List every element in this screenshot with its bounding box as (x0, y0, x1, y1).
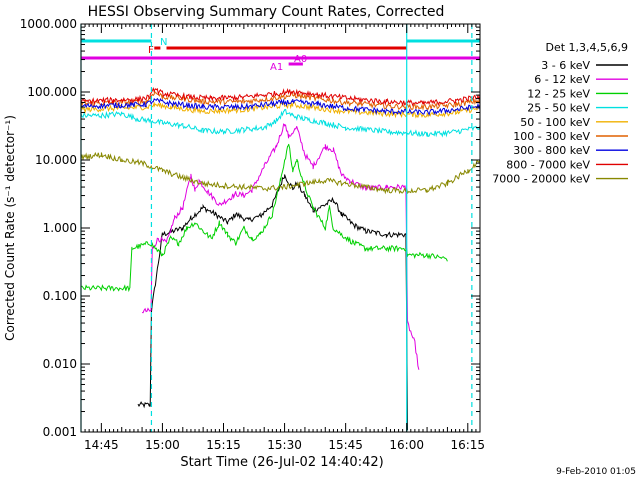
vline-layer (80, 24, 473, 432)
legend-label-3: 12 - 25 keV (527, 87, 590, 100)
plot-frame (80, 23, 481, 433)
flag-label-1: N (160, 37, 167, 48)
axis-layer: 1000.000 100.000 10.000 1.000 0.100 0.010 0.00… (20, 17, 485, 452)
series-line-1 (137, 174, 408, 431)
x-tick-label: 15:30 (267, 438, 302, 452)
series-line-7 (80, 97, 481, 116)
x-tick-label: 15:45 (328, 438, 363, 452)
x-tick-label: 15:15 (206, 438, 241, 452)
series-line-8 (80, 87, 481, 107)
series-line-3 (80, 143, 448, 293)
legend-label-6: 100 - 300 keV (513, 130, 590, 143)
y-tick-label: 10.000 (35, 153, 77, 167)
series-line-5 (80, 101, 481, 119)
y-tick-label: 1.000 (43, 221, 77, 235)
legend-label-1: 3 - 6 keV (541, 59, 590, 72)
legend-title: Det 1,3,4,5,6,9 (545, 41, 628, 54)
y-tick-label: 0.001 (43, 425, 77, 439)
chart-title: HESSI Observing Summary Count Rates, Cor… (88, 4, 445, 20)
y-tick-label: 100.000 (27, 85, 77, 99)
legend-label-5: 50 - 100 keV (520, 116, 590, 129)
legend-label-2: 6 - 12 keV (534, 73, 590, 86)
y-tick-label: 1000.000 (20, 17, 77, 31)
x-tick-label: 16:00 (389, 438, 424, 452)
legend-label-9: 7000 - 20000 keV (492, 173, 590, 186)
flag-layer: NFA0A1 (81, 37, 480, 73)
flag-label-2: F (148, 45, 154, 56)
series-layer (80, 87, 481, 431)
y-axis-label: Corrected Count Rate (s⁻¹ detector⁻¹) (3, 115, 17, 341)
y-tick-label: 0.010 (43, 357, 77, 371)
x-tick-label: 14:45 (84, 438, 119, 452)
legend-label-8: 800 - 7000 keV (506, 158, 590, 171)
legend-label-7: 300 - 800 keV (513, 144, 590, 157)
legend-label-4: 25 - 50 keV (527, 102, 590, 115)
y-tick-label: 0.100 (43, 289, 77, 303)
series-line-9 (80, 151, 481, 195)
series-line-4 (80, 108, 481, 138)
flag-label-4: A1 (270, 62, 283, 73)
timestamp: 9-Feb-2010 01:05 (556, 467, 636, 477)
x-tick-label: 16:15 (450, 438, 485, 452)
x-axis-label: Start Time (26-Jul-02 14:40:42) (180, 455, 383, 470)
x-tick-label: 15:00 (145, 438, 180, 452)
